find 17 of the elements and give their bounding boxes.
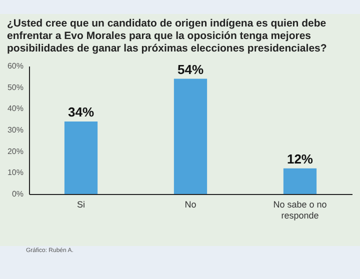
bar xyxy=(64,121,98,194)
data-label: 34% xyxy=(68,104,94,120)
y-tick-label: 60% xyxy=(7,62,24,70)
y-tick-label: 0% xyxy=(12,190,24,198)
y-tick-label: 50% xyxy=(7,82,24,92)
bar xyxy=(283,168,317,194)
x-tick-label: No sabe o no responde xyxy=(273,200,327,220)
x-tick-label: No xyxy=(184,200,196,210)
y-tick-label: 30% xyxy=(7,126,24,134)
y-tick-label: 40% xyxy=(7,104,24,114)
chart-title: ¿Usted cree que un candidato de origen indígena es quien debe enfrentar a Evo Morales para que la oposición tenga mejores posibilidades de ganar las próximas elecciones presidenciales? xyxy=(6,18,327,54)
x-tick-label: Si xyxy=(77,200,86,210)
y-tick-label: 20% xyxy=(7,146,24,156)
data-label: 12% xyxy=(286,151,314,166)
bar xyxy=(174,78,208,194)
y-tick-label: 10% xyxy=(7,168,24,178)
data-label: 54% xyxy=(177,62,204,77)
